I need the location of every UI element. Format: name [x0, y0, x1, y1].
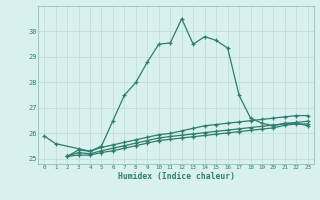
- X-axis label: Humidex (Indice chaleur): Humidex (Indice chaleur): [117, 172, 235, 181]
